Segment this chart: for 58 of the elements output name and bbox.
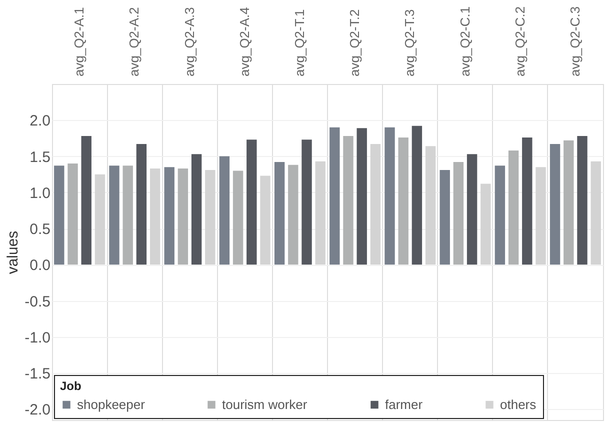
bar <box>564 140 574 265</box>
bar <box>550 144 560 265</box>
bar <box>274 162 285 265</box>
x-tick-label: avg_Q2-T.2 <box>347 9 362 76</box>
x-tick-label: avg_Q2-A.3 <box>182 7 197 76</box>
y-tick-label: -0.5 <box>24 293 50 310</box>
bar <box>219 156 230 265</box>
bar <box>466 154 478 265</box>
y-tick-label: -1.5 <box>24 366 50 383</box>
bar <box>494 166 506 265</box>
y-tick-label: 1.5 <box>30 148 50 166</box>
bar <box>191 154 202 265</box>
bar <box>522 137 532 265</box>
bar <box>398 137 408 265</box>
bar <box>150 168 160 265</box>
y-axis-title: values <box>4 230 22 274</box>
y-tick-label: 0.0 <box>30 257 50 274</box>
y-tick-label: -1.0 <box>24 329 50 346</box>
y-tick-label: 0.5 <box>30 221 50 238</box>
x-tick-label: avg_Q2-T.1 <box>292 9 307 76</box>
legend-label: farmer <box>385 396 424 412</box>
bar <box>109 166 120 265</box>
legend-title: Job <box>60 379 82 393</box>
bar <box>590 161 601 265</box>
x-tick-label: avg_Q2-C.1 <box>457 6 472 76</box>
bar <box>68 163 78 265</box>
legend-label: tourism worker <box>222 396 308 412</box>
legend-label: shopkeeper <box>77 396 146 412</box>
bar <box>246 140 257 265</box>
bar <box>343 136 354 265</box>
bar <box>94 174 106 265</box>
x-tick-label: avg_Q2-C.2 <box>512 6 528 76</box>
bar <box>302 140 312 265</box>
x-tick-label: avg_Q2-T.3 <box>402 9 418 76</box>
y-tick-label: 2.0 <box>30 112 50 130</box>
bar <box>384 127 395 265</box>
bar <box>508 150 519 265</box>
bar <box>178 168 188 265</box>
bar <box>356 128 367 265</box>
bar <box>330 127 340 265</box>
x-tick-label: avg_Q2-C.3 <box>567 6 582 76</box>
bar <box>164 167 174 265</box>
x-tick-label: avg_Q2-A.1 <box>72 7 87 76</box>
x-tick-label: avg_Q2-A.2 <box>126 7 142 76</box>
bar <box>288 164 298 265</box>
bar <box>412 126 422 265</box>
bar <box>136 144 147 265</box>
bar <box>440 170 450 265</box>
bar <box>232 170 244 265</box>
bar <box>577 136 588 265</box>
x-tick-label: avg_Q2-A.4 <box>236 7 252 76</box>
y-tick-label: 1.0 <box>30 184 50 202</box>
bar <box>122 166 133 265</box>
bar <box>81 136 92 265</box>
legend-label: others <box>500 396 537 412</box>
bar <box>453 162 464 265</box>
y-tick-label: -2.0 <box>24 402 50 419</box>
bar <box>54 166 64 265</box>
